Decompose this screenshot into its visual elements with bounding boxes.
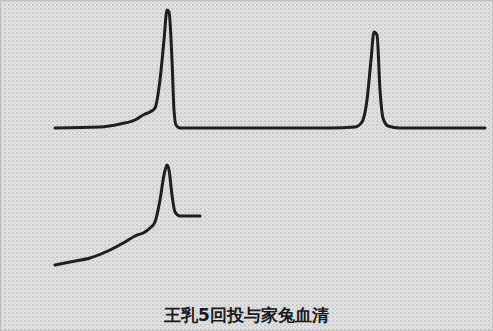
caption: 王乳5回投与家兔血清 xyxy=(163,305,329,325)
trace-line xyxy=(55,165,200,265)
trace-line xyxy=(55,10,485,128)
chart: 王乳5回投与家兔血清 xyxy=(0,0,493,331)
plot-background xyxy=(0,0,493,331)
plot-area xyxy=(55,10,485,265)
plot-frame xyxy=(1,1,493,331)
